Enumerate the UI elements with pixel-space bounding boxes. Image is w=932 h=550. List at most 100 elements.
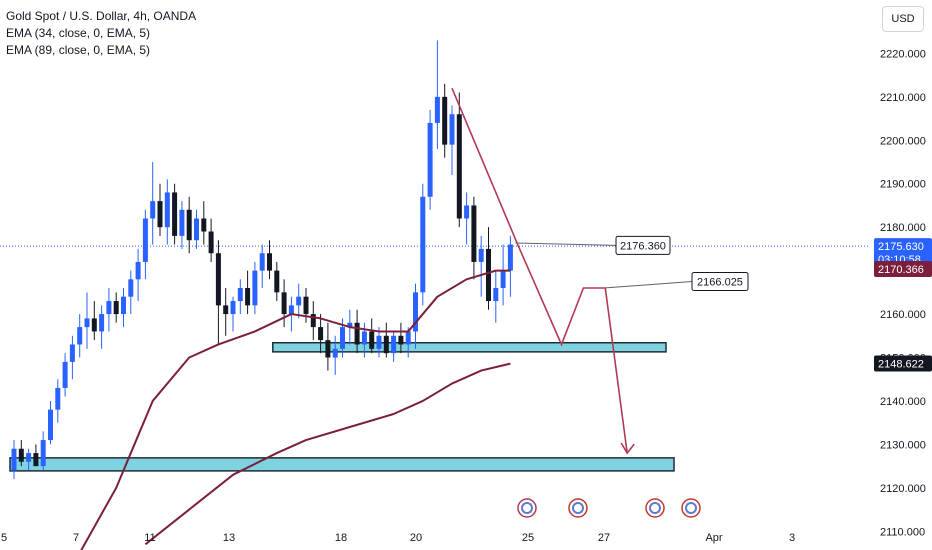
candle-body[interactable] [77,327,83,345]
candle-body[interactable] [288,305,294,315]
candle-body[interactable] [26,453,32,462]
candle-body[interactable] [427,122,433,197]
candle-body[interactable] [267,253,272,271]
x-tick-label: 5 [1,532,7,544]
callout-line [605,280,693,289]
candle-body[interactable] [493,288,499,302]
us-flag-icon[interactable] [568,498,588,518]
candle-body[interactable] [369,331,375,349]
candle-body[interactable] [318,327,324,341]
currency-button[interactable]: USD [882,6,924,32]
candle-body[interactable] [296,296,302,306]
candle-body[interactable] [274,270,280,293]
candle-body[interactable] [361,331,367,345]
candle-body[interactable] [340,327,345,349]
callout-label: 2176.360 [620,240,666,252]
candle-body[interactable] [332,348,338,358]
ema89-line[interactable] [144,362,511,546]
candle-body[interactable] [91,318,97,332]
candle-body[interactable] [281,292,287,315]
candle-body[interactable] [172,192,178,236]
candle-body[interactable] [252,270,258,306]
event-icon-inner [685,502,697,514]
candle-body[interactable] [106,301,112,315]
candle-body[interactable] [434,96,440,123]
candle-body[interactable] [420,196,426,293]
last-price-badge[interactable] [874,238,932,267]
candle-body[interactable] [113,301,119,315]
candle-body[interactable] [230,301,236,315]
candle-body[interactable] [201,218,207,232]
candle-body[interactable] [259,253,265,271]
candle-body[interactable] [405,331,411,345]
candle-body[interactable] [449,114,455,145]
candle-body[interactable] [383,335,389,354]
support-zone[interactable] [272,341,667,353]
ema34-badge-text: 2170.366 [878,264,924,276]
candle-body[interactable] [179,209,185,236]
callout-box[interactable] [691,271,749,291]
ema34-badge[interactable] [874,261,932,278]
chart-legend: Gold Spot / U.S. Dollar, 4h, OANDA EMA (… [6,8,196,59]
candle-body[interactable] [478,248,484,262]
candle-body[interactable] [33,453,39,467]
candle-body[interactable] [48,409,53,441]
candle-body[interactable] [391,335,397,354]
ema89-legend[interactable]: EMA (89, close, 0, EMA, 5) [6,43,151,57]
y-tick-label: 2140.000 [880,396,926,408]
candle-body[interactable] [413,292,418,332]
candle-body[interactable] [84,318,90,328]
candle-body[interactable] [237,288,243,302]
candle-body[interactable] [150,201,156,219]
candle-body[interactable] [464,205,470,219]
candle-body[interactable] [347,322,353,328]
lightning-icon[interactable] [517,498,537,518]
candle-body[interactable] [486,248,491,302]
projection-path[interactable] [451,87,628,454]
ema34-line[interactable] [80,269,511,550]
symbol-title[interactable]: Gold Spot / U.S. Dollar, 4h, OANDA [6,9,197,23]
candle-body[interactable] [208,231,214,254]
ema34-legend[interactable]: EMA (34, close, 0, EMA, 5) [6,26,151,40]
candle-body[interactable] [62,361,68,388]
callout-box[interactable] [615,235,671,255]
candle-body[interactable] [128,279,134,297]
candle-body[interactable] [142,218,148,262]
candle-body[interactable] [500,270,506,288]
candle-body[interactable] [99,314,105,332]
candle-body[interactable] [164,192,170,228]
candle-body[interactable] [398,335,404,345]
ema89-badge[interactable] [874,355,932,372]
candle-body[interactable] [471,205,477,262]
event-icon-inner [521,502,533,514]
y-tick-label: 2220.000 [880,48,926,60]
event-icon-inner [649,502,661,514]
us-flag-icon[interactable] [681,498,701,518]
candle-body[interactable] [507,244,513,271]
candle-body[interactable] [245,288,251,306]
candle-body[interactable] [456,114,462,219]
candle-body[interactable] [442,96,448,145]
candle-body[interactable] [186,209,192,241]
candle-body[interactable] [40,440,46,467]
candle-body[interactable] [223,305,229,315]
y-tick-label: 2180.000 [880,222,926,234]
candle-body[interactable] [376,335,382,349]
candle-body[interactable] [325,340,331,358]
candle-body[interactable] [157,201,163,228]
candle-body[interactable] [55,387,61,410]
candle-body[interactable] [135,261,141,280]
candle-body[interactable] [11,448,17,471]
us-flag-icon[interactable] [645,498,665,518]
candle-body[interactable] [121,296,126,315]
candle-body[interactable] [69,344,75,362]
candle-body[interactable] [194,218,199,241]
y-tick-label: 2110.000 [880,526,925,538]
support-zone[interactable] [9,457,675,472]
candle-body[interactable] [18,448,24,462]
candle-body[interactable] [303,296,309,315]
candle-body[interactable] [310,314,316,328]
candle-body[interactable] [354,322,360,345]
candle-body[interactable] [215,253,221,306]
